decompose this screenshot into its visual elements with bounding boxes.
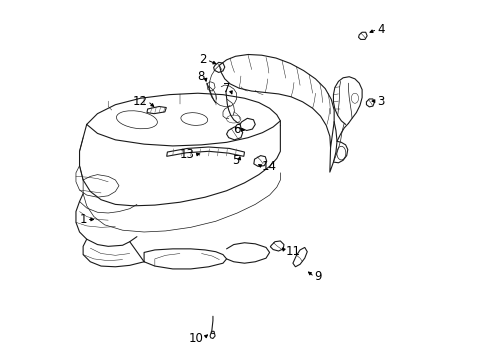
Text: 1: 1 bbox=[79, 213, 86, 226]
Text: 6: 6 bbox=[233, 123, 241, 136]
Text: 11: 11 bbox=[285, 245, 300, 258]
Text: 3: 3 bbox=[376, 95, 384, 108]
Text: 14: 14 bbox=[261, 160, 276, 173]
Text: 13: 13 bbox=[179, 148, 194, 161]
Text: 7: 7 bbox=[222, 82, 230, 95]
Text: 10: 10 bbox=[188, 332, 203, 345]
Text: 8: 8 bbox=[197, 69, 204, 82]
Text: 12: 12 bbox=[132, 95, 147, 108]
Text: 2: 2 bbox=[199, 53, 206, 66]
Text: 9: 9 bbox=[314, 270, 321, 283]
Text: 5: 5 bbox=[231, 154, 239, 167]
Text: 4: 4 bbox=[376, 23, 384, 36]
